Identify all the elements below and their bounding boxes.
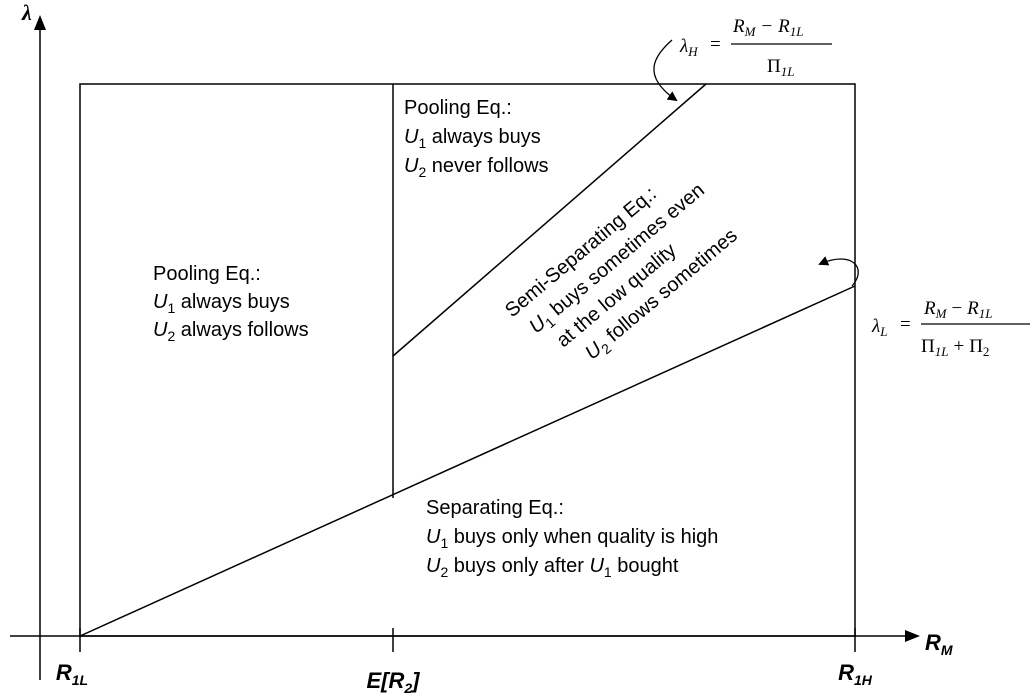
formula-lambda-h: λH = RM − R1L Π1L (679, 16, 832, 79)
region-box (79, 83, 856, 637)
svg-text:U2 always follows: U2 always follows (153, 319, 309, 344)
lambda-l-pointer-arrow (818, 256, 859, 287)
svg-text:=: = (710, 34, 721, 55)
svg-text:λH: λH (679, 36, 698, 59)
region-semi-separating: Semi-Separating Eq.: U1 buys sometimes e… (501, 179, 742, 364)
region-pooling-top: Pooling Eq.: U1 always buys U2 never fol… (404, 97, 549, 180)
svg-text:Separating Eq.:: Separating Eq.: (426, 497, 564, 519)
tick-label-r1l: R1L (56, 660, 88, 688)
svg-text:RM−R1L: RM − R1L (923, 298, 993, 321)
svg-text:U1 buys only when quality is h: U1 buys only when quality is high (426, 526, 718, 551)
region-pooling-left: Pooling Eq.: U1 always buys U2 always fo… (153, 263, 309, 344)
svg-text:RM−R1L: RM − R1L (732, 16, 804, 39)
x-axis-label: RM (925, 630, 953, 658)
lambda-h-line (392, 83, 707, 357)
tick-label-r1h: R1H (838, 660, 873, 688)
region-separating: Separating Eq.: U1 buys only when qualit… (426, 497, 718, 580)
svg-text:Π1L: Π1L (767, 56, 794, 79)
formula-lambda-l: λL = RM − R1L Π1L + Π2 (871, 298, 1030, 359)
svg-text:U1 always buys: U1 always buys (404, 126, 541, 151)
svg-text:Pooling Eq.:: Pooling Eq.: (153, 263, 261, 285)
svg-text:=: = (900, 314, 911, 335)
svg-text:U2 buys only after U1 bought: U2 buys only after U1 bought (426, 555, 679, 580)
svg-text:Pooling Eq.:: Pooling Eq.: (404, 97, 512, 119)
x-axis-arrow-icon (905, 630, 920, 642)
lambda-h-pointer-arrow (653, 39, 678, 102)
tick-label-er2: E[R2] (366, 668, 420, 695)
svg-text:λL: λL (871, 316, 887, 339)
svg-text:U2 never follows: U2 never follows (404, 155, 549, 180)
y-axis-label: λ (21, 0, 32, 25)
svg-text:U1 always buys: U1 always buys (153, 291, 290, 316)
svg-text:Π1L+Π2: Π1L + Π2 (921, 336, 989, 359)
y-axis-arrow-icon (34, 15, 46, 30)
lambda-l-line (79, 285, 856, 637)
